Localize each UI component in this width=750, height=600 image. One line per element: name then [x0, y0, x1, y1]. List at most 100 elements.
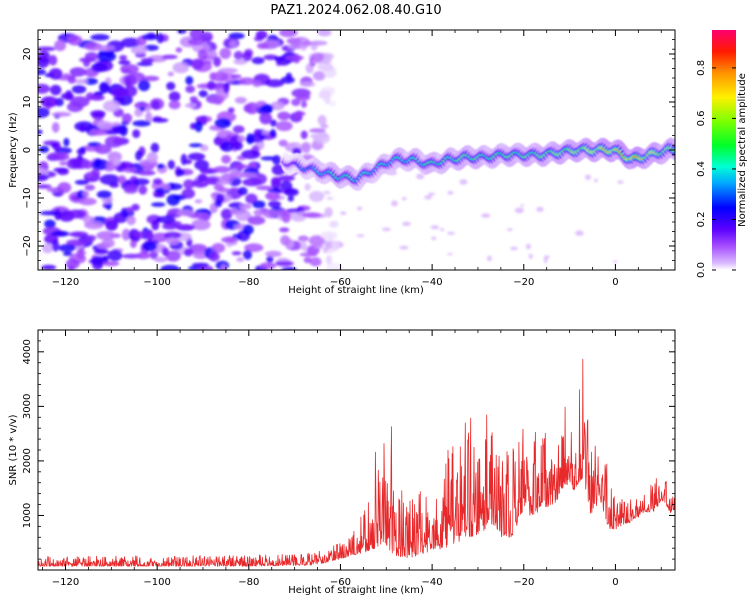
- noise-blob: [184, 103, 197, 108]
- noise-blob: [47, 152, 66, 161]
- noise-blob: [123, 186, 138, 194]
- noise-blob: [322, 247, 329, 254]
- noise-blob: [102, 261, 120, 267]
- noise-blob: [300, 130, 308, 140]
- colorbar-gradient: [712, 30, 736, 270]
- noise-blob: [187, 38, 206, 46]
- y-tick-label: −20: [22, 235, 33, 256]
- noise-blob: [78, 197, 97, 206]
- noise-blob: [86, 172, 93, 177]
- noise-blob: [198, 90, 208, 98]
- noise-blob: [245, 102, 259, 115]
- noise-blob: [220, 141, 234, 152]
- noise-blob: [65, 258, 80, 270]
- y-tick-label: 1000: [22, 503, 33, 528]
- noise-blob: [279, 30, 297, 38]
- noise-blob: [167, 208, 184, 218]
- noise-blob: [520, 204, 524, 207]
- snr-background: [38, 330, 675, 570]
- noise-blob: [79, 124, 87, 133]
- noise-blob: [134, 102, 150, 108]
- noise-blob: [323, 190, 331, 195]
- noise-blob: [66, 158, 83, 170]
- noise-blob: [275, 120, 293, 132]
- noise-blob: [103, 123, 112, 131]
- noise-blob: [259, 262, 277, 270]
- noise-blob: [59, 161, 69, 166]
- x-tick-label: −20: [513, 277, 534, 288]
- noise-blob: [63, 137, 70, 147]
- noise-blob: [275, 261, 294, 266]
- noise-blob: [259, 112, 273, 125]
- noise-blob: [118, 60, 131, 65]
- noise-blob: [192, 251, 209, 260]
- noise-blob: [356, 234, 365, 238]
- noise-blob: [156, 33, 164, 44]
- noise-blob: [67, 75, 77, 84]
- noise-blob: [166, 81, 176, 91]
- noise-blob: [89, 129, 107, 136]
- noise-blob: [189, 30, 204, 40]
- noise-blob: [255, 30, 268, 40]
- noise-blob: [268, 200, 281, 208]
- noise-blob: [256, 185, 273, 191]
- noise-blob: [181, 188, 195, 199]
- noise-blob: [140, 58, 155, 63]
- noise-blob: [281, 212, 291, 223]
- noise-blob: [317, 114, 327, 126]
- noise-blob: [94, 144, 112, 155]
- x-tick-label: −120: [52, 577, 79, 588]
- noise-blob: [189, 96, 198, 102]
- noise-blob: [309, 128, 326, 133]
- noise-blob: [227, 107, 235, 113]
- x-tick-label: −80: [238, 577, 259, 588]
- noise-blob: [217, 187, 231, 193]
- noise-blob: [292, 147, 302, 156]
- noise-blob: [191, 219, 211, 231]
- noise-blob: [154, 256, 168, 263]
- noise-blob: [237, 135, 246, 143]
- noise-blob: [391, 200, 398, 207]
- noise-blob: [90, 168, 101, 179]
- noise-blob: [241, 149, 261, 160]
- noise-blob: [295, 110, 303, 118]
- noise-blob: [382, 227, 391, 232]
- noise-blob: [96, 190, 112, 199]
- noise-blob: [83, 77, 98, 85]
- snr-x-label: Height of straight line (km): [288, 585, 424, 596]
- noise-blob: [71, 85, 87, 94]
- noise-blob: [213, 56, 222, 67]
- noise-blob: [309, 40, 328, 46]
- noise-blob: [69, 67, 87, 77]
- noise-blob: [317, 62, 334, 71]
- noise-blob: [278, 175, 295, 182]
- noise-blob: [82, 190, 90, 198]
- noise-blob: [277, 111, 291, 121]
- noise-blob: [263, 209, 278, 219]
- noise-blob: [317, 30, 332, 37]
- noise-blob: [151, 220, 160, 231]
- noise-blob: [402, 221, 411, 226]
- noise-blob: [160, 264, 180, 270]
- noise-blob: [231, 251, 242, 256]
- noise-blob: [111, 87, 129, 97]
- noise-blob: [280, 76, 295, 84]
- noise-blob: [309, 257, 322, 267]
- colorbar: 0.0 0.2 0.4 0.6 0.8 Normalized spectral ampl…: [696, 30, 748, 278]
- noise-blob: [265, 79, 285, 88]
- noise-blob: [137, 170, 156, 176]
- noise-blob: [201, 31, 213, 42]
- noise-blob: [301, 141, 311, 154]
- x-tick-label: −80: [238, 277, 259, 288]
- colorbar-tick-label: 0.4: [696, 161, 707, 177]
- noise-blob: [238, 187, 248, 196]
- noise-blob: [52, 143, 61, 150]
- noise-blob: [247, 216, 266, 225]
- noise-blob: [38, 107, 50, 118]
- noise-blob: [176, 169, 185, 176]
- x-tick-label: −100: [143, 277, 170, 288]
- noise-blob: [94, 249, 110, 255]
- y-tick-label: 3000: [22, 394, 33, 419]
- noise-blob: [96, 51, 117, 62]
- noise-blob: [487, 255, 492, 262]
